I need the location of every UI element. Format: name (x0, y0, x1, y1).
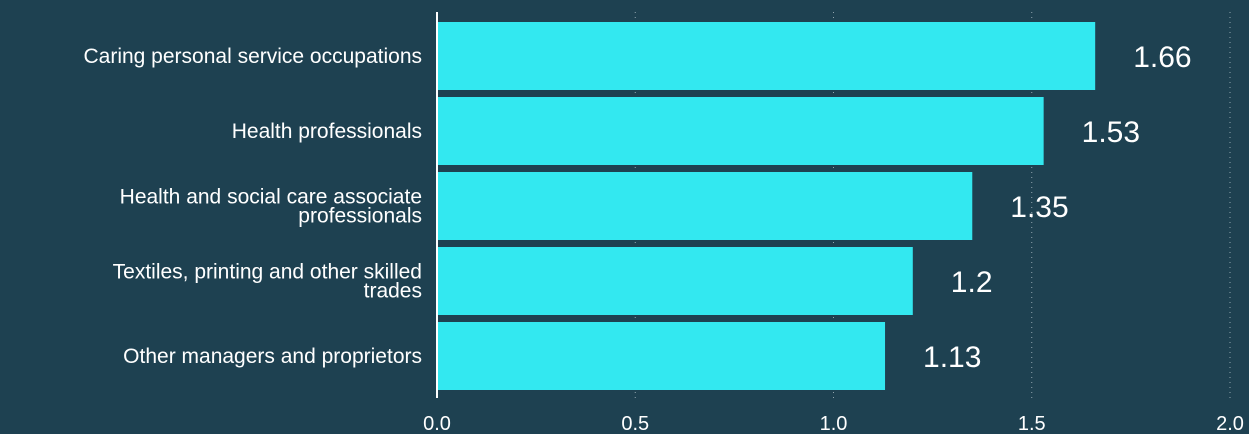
bar (438, 97, 1044, 165)
category-label: trades (364, 280, 422, 303)
category-label: Health professionals (232, 120, 422, 143)
x-tick-label: 1.5 (1018, 413, 1046, 434)
bar (438, 22, 1096, 90)
x-axis-ticks: 0.0 0.5 1.0 1.5 2.0 (423, 413, 1244, 434)
bars (438, 22, 1096, 390)
category-label: Health and social care associate (120, 186, 422, 209)
data-label: 1.53 (1082, 116, 1140, 149)
data-label: 1.2 (951, 266, 993, 299)
category-label: Textiles, printing and other skilled (113, 261, 422, 284)
category-label: professionals (298, 205, 422, 228)
bar (438, 322, 886, 390)
x-tick-label: 0.5 (621, 413, 649, 434)
data-label: 1.66 (1133, 41, 1191, 74)
data-label: 1.13 (923, 341, 981, 374)
category-label: Other managers and proprietors (123, 345, 422, 368)
bar (438, 247, 913, 315)
bar (438, 172, 973, 240)
x-tick-label: 0.0 (423, 413, 451, 434)
category-labels: Caring personal service occupations Healt… (83, 45, 422, 368)
x-tick-label: 1.0 (820, 413, 848, 434)
x-tick-label: 2.0 (1216, 413, 1244, 434)
category-label: Caring personal service occupations (83, 45, 422, 68)
data-labels: 1.66 1.53 1.35 1.2 1.13 (923, 41, 1192, 374)
data-label: 1.35 (1010, 191, 1068, 224)
